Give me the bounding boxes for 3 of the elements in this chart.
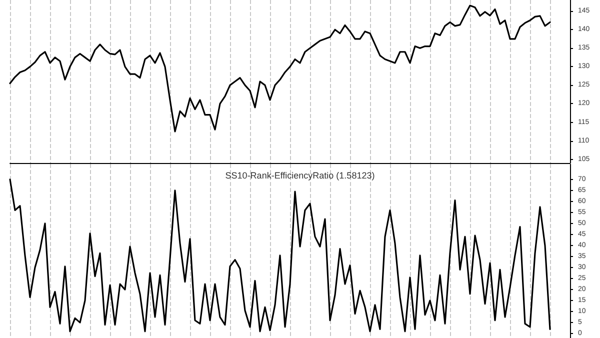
line-series xyxy=(9,178,551,332)
text: SS10-Rank-EfficiencyRatio (1.58123) xyxy=(225,170,375,180)
line-series xyxy=(9,4,551,132)
